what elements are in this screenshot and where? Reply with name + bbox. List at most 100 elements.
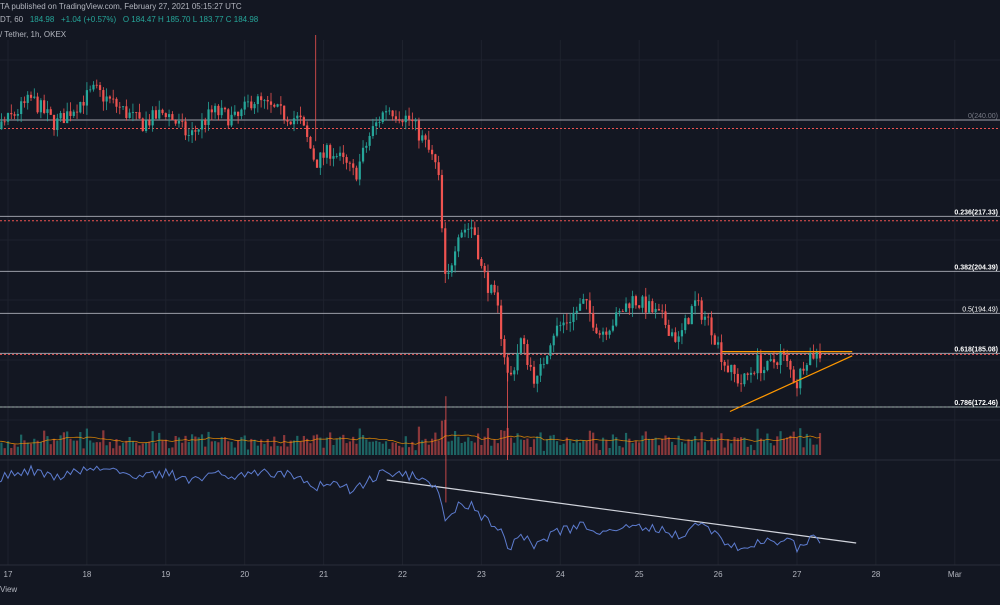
candle-body (85, 90, 88, 106)
volume-bar (812, 444, 815, 455)
candle-body (246, 101, 250, 103)
candle-body (345, 157, 348, 163)
candle-body (13, 114, 16, 116)
volume-bar (618, 445, 621, 455)
candle-body (3, 121, 6, 123)
volume-bar (72, 440, 75, 455)
time-axis-label: 18 (82, 570, 91, 579)
candle-body (546, 355, 549, 364)
volume-bar (776, 436, 779, 455)
candle-body (325, 145, 328, 158)
volume-bar (555, 441, 559, 455)
candle-body (378, 122, 381, 123)
candle-body (555, 325, 559, 336)
volume-bar (496, 443, 499, 455)
candle-body (200, 119, 204, 130)
candle-body (703, 316, 707, 320)
volume-bar (240, 437, 243, 455)
candle-body (394, 116, 398, 120)
candle-body (138, 112, 141, 119)
candle-body (644, 296, 647, 313)
volume-bar (56, 440, 59, 455)
volume-bar (684, 443, 687, 455)
volume-bar (269, 446, 273, 455)
volume-bar (486, 428, 490, 455)
volume-bar (680, 441, 684, 455)
candle-body (447, 272, 450, 274)
volume-bar (217, 442, 220, 455)
volume-bar (220, 437, 223, 455)
candle-body (365, 145, 368, 148)
volume-bar (588, 430, 591, 455)
volume-bar (332, 445, 335, 455)
candle-body (680, 330, 684, 337)
volume-bar (644, 431, 647, 455)
volume-bar (519, 439, 522, 455)
fib-level-label: 0.236(217.33) (954, 209, 998, 216)
volume-bar (437, 440, 440, 455)
volume-bar (483, 436, 486, 455)
volume-bar (394, 442, 398, 455)
candle-body (430, 149, 434, 155)
candle-body (463, 229, 467, 233)
candle-body (338, 152, 342, 157)
volume-bar (306, 438, 309, 455)
candle-body (417, 120, 421, 141)
volume-bar (700, 432, 703, 455)
candle-body (312, 148, 315, 160)
volume-bar (230, 441, 233, 455)
candle-body (687, 318, 690, 325)
volume-bar (717, 437, 720, 455)
candle-body (82, 101, 85, 106)
candle-body (125, 106, 128, 118)
volume-bar (398, 445, 401, 455)
volume-bar (141, 443, 144, 455)
candle-body (743, 373, 746, 385)
volume-bar (736, 438, 739, 455)
volume-bar (526, 438, 529, 455)
candle-body (779, 351, 782, 366)
volume-bar (713, 439, 716, 455)
volume-bar (503, 430, 506, 455)
candle-body (654, 308, 657, 313)
volume-bar (102, 430, 105, 455)
candle-body (23, 101, 26, 103)
volume-bar (191, 434, 194, 455)
time-axis-label: 25 (635, 570, 644, 579)
candle-body (670, 332, 674, 336)
volume-bar (647, 438, 651, 455)
candle-body (177, 120, 181, 124)
candle-body (424, 135, 427, 140)
candle-body (460, 232, 463, 238)
volume-bar (131, 441, 135, 455)
candle-body (769, 359, 772, 361)
candle-body (16, 113, 19, 116)
candle-body (352, 163, 355, 168)
tradingview-footer: View (0, 585, 18, 594)
time-axis-label: 21 (319, 570, 328, 579)
candle-body (440, 175, 444, 229)
volume-bar (407, 447, 411, 455)
volume-bar (197, 437, 200, 455)
fibonacci-retracement[interactable]: 0(240.00) 0.236(217.33) 0.382(204.39) 0.5(1… (0, 113, 1000, 408)
last-price: 184.98 (29, 15, 55, 24)
candle-body (371, 126, 375, 136)
volume-bar (667, 437, 670, 455)
candle-body (467, 228, 470, 230)
candle-body (227, 109, 230, 126)
volume-bar (10, 447, 13, 455)
volume-bar (309, 443, 312, 455)
volume-bar (171, 447, 174, 455)
volume-bar (513, 442, 516, 455)
volume-bar (404, 436, 407, 455)
candle-body (296, 115, 299, 119)
volume-bar (641, 435, 644, 455)
drawing-tools[interactable] (386, 350, 857, 544)
volume-bar (227, 441, 230, 455)
candle-body (164, 113, 167, 118)
volume-bar (651, 438, 654, 455)
candle-body (720, 342, 723, 362)
candle-body (266, 99, 269, 102)
